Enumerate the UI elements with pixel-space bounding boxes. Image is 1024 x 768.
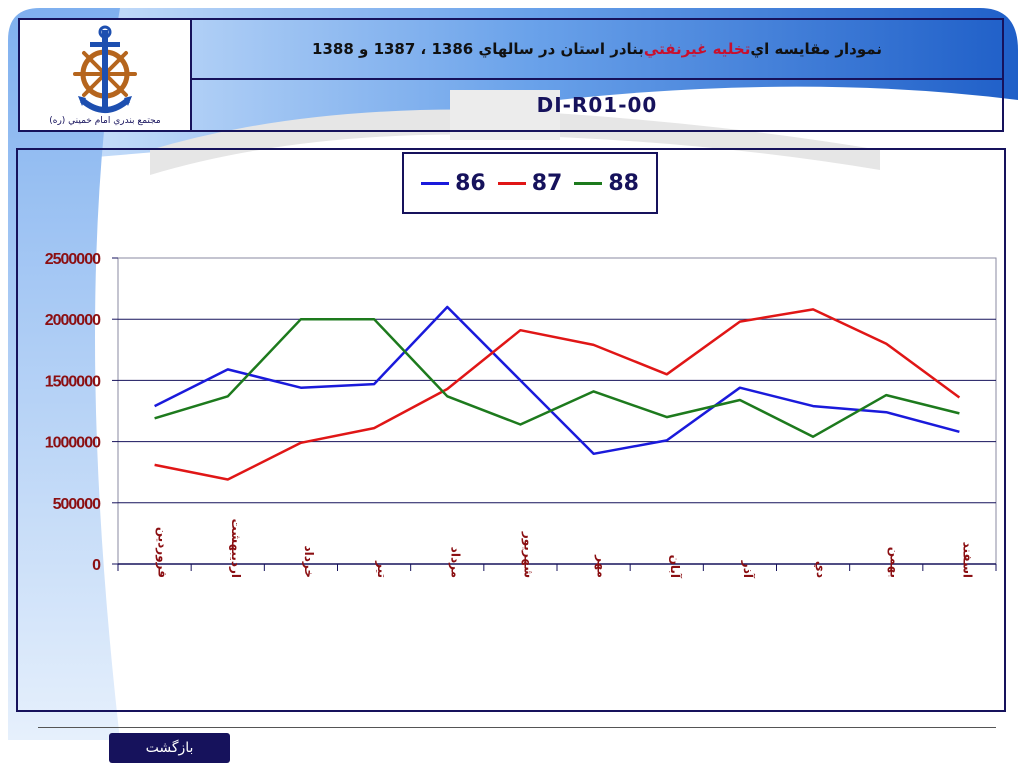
page-title: نمودار مقايسه اي تخليه غيرنفتي بنادر است… (192, 20, 1002, 80)
x-tick-label: فروردين (155, 527, 170, 578)
y-tick-label: 1000000 (45, 435, 101, 452)
y-tick-label: 2500000 (45, 251, 101, 268)
logo-caption: مجتمع بندري امام خميني (ره) (49, 116, 161, 126)
legend-label-87: 87 (531, 170, 563, 196)
legend-item-87: 87 (497, 170, 563, 196)
x-tick-label: بهمن (887, 547, 901, 578)
document-code: DI-R01-00 (536, 93, 658, 117)
anchor-logo-icon (73, 25, 137, 113)
x-tick-label: تير (375, 560, 389, 578)
legend-item-86: 86 (421, 171, 486, 196)
x-tick-label: دي (814, 561, 828, 578)
title-part-1: نمودار مقايسه اي (750, 40, 882, 58)
legend-line-88 (574, 181, 603, 185)
series-line-87 (154, 308, 961, 481)
chart-frame (16, 148, 1006, 712)
x-tick-label: مرداد (448, 547, 462, 578)
x-tick-label: مهر (595, 554, 609, 578)
y-tick-label: 0 (92, 557, 101, 574)
y-tick-label: 1500000 (45, 373, 101, 390)
logo-cell: مجتمع بندري امام خميني (ره) (20, 20, 192, 130)
x-tick-label: خرداد (302, 545, 316, 578)
footer-divider (38, 727, 996, 728)
legend-label-88: 88 (608, 170, 639, 196)
legend-item-88: 88 (574, 171, 639, 196)
header-panel: مجتمع بندري امام خميني (ره) نمودار مقايس… (18, 18, 1004, 132)
y-tick-label: 2000000 (45, 312, 101, 329)
chart-legend: 86 87 88 (402, 152, 658, 214)
series-line-86 (154, 305, 960, 456)
y-tick-label: 500000 (53, 496, 101, 513)
legend-label-86: 86 (455, 170, 486, 196)
legend-line-86 (421, 181, 450, 185)
title-part-2: بنادر استان در سالهاي 1386 ، 1387 و 1388 (312, 40, 644, 58)
legend-line-87 (497, 181, 526, 185)
x-tick-label: اسفند (960, 542, 974, 578)
title-highlight: تخليه غيرنفتي (643, 40, 751, 58)
plot-area (117, 257, 997, 565)
x-tick-label: شهريور (520, 531, 535, 578)
series-line-88 (154, 317, 960, 438)
x-tick-label: ارديبهشت (229, 519, 243, 578)
x-tick-label: آبان (668, 555, 683, 579)
x-tick-label: آذر (741, 560, 756, 579)
back-button[interactable]: بازگشت (109, 733, 230, 763)
